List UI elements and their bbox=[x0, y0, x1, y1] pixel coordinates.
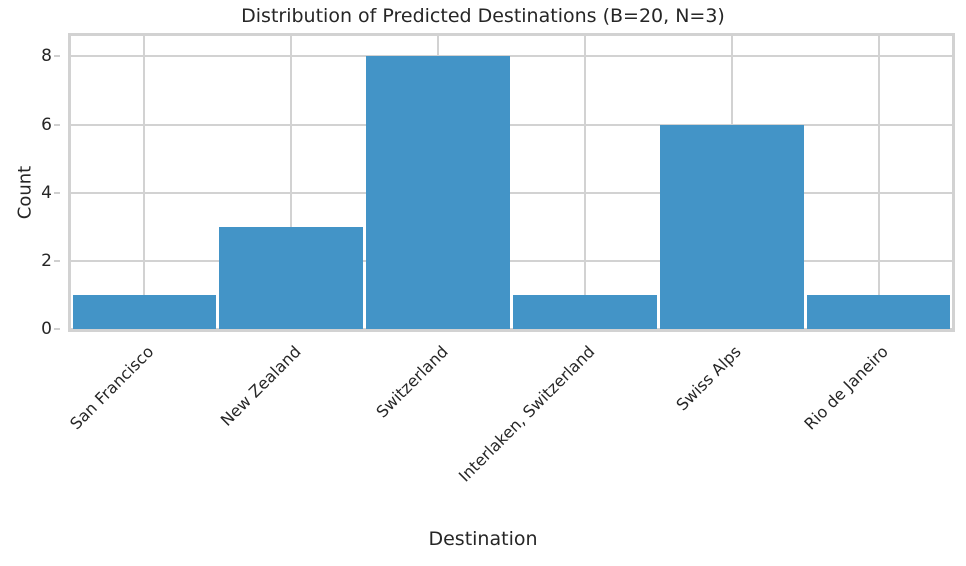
y-tick-mark bbox=[54, 259, 60, 262]
x-gridline bbox=[290, 36, 293, 329]
y-gridline bbox=[71, 123, 952, 126]
x-tick-label: Swiss Alps bbox=[672, 342, 746, 415]
bar bbox=[659, 124, 804, 329]
y-tick-mark bbox=[54, 328, 60, 330]
y-tick-label: 8 bbox=[41, 46, 52, 67]
y-gridline bbox=[71, 259, 952, 262]
plot-inner bbox=[71, 36, 952, 329]
y-tick-mark bbox=[54, 123, 60, 126]
y-gridline bbox=[71, 191, 952, 194]
bar bbox=[219, 226, 364, 329]
y-gridline bbox=[71, 328, 952, 329]
x-axis-title: Destination bbox=[428, 528, 538, 550]
x-gridline bbox=[143, 36, 146, 329]
x-tick-label: Interlaken, Switzerland bbox=[454, 342, 599, 486]
bar bbox=[513, 294, 657, 329]
x-tick-label: Rio de Janeiro bbox=[800, 342, 893, 434]
y-tick-mark bbox=[54, 55, 60, 58]
x-gridline bbox=[877, 36, 880, 329]
bar bbox=[806, 294, 951, 329]
y-tick-label: 2 bbox=[41, 250, 52, 271]
x-tick-label: Switzerland bbox=[372, 342, 452, 422]
plot-area bbox=[68, 33, 955, 332]
x-axis-tick-labels: San Francisco New Zealand Switzerland Inter… bbox=[66, 332, 955, 522]
x-tick-label: New Zealand bbox=[216, 342, 305, 430]
y-tick-label: 6 bbox=[41, 114, 52, 135]
x-tick-label: San Francisco bbox=[66, 342, 158, 434]
bar bbox=[366, 56, 510, 329]
y-axis-tick-labels: 0 2 4 6 8 bbox=[0, 33, 60, 339]
y-tick-label: 4 bbox=[41, 182, 52, 203]
y-tick-mark bbox=[54, 191, 60, 194]
y-tick-label: 0 bbox=[41, 319, 52, 339]
x-gridline bbox=[583, 36, 586, 329]
chart-title: Distribution of Predicted Destinations (… bbox=[241, 5, 725, 27]
y-axis-title: Count bbox=[14, 165, 36, 220]
y-gridline bbox=[71, 55, 952, 58]
bar bbox=[72, 294, 217, 329]
